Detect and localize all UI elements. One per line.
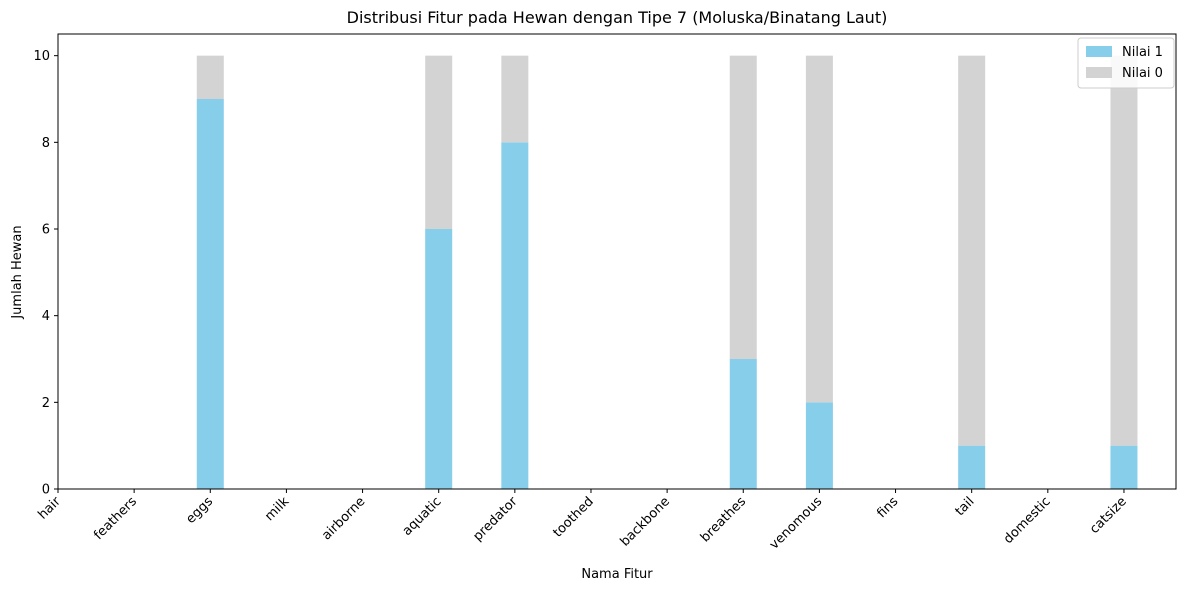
axes-layer <box>57 33 1177 490</box>
bar-predator-nilai-0 <box>501 55 529 143</box>
legend-label-nilai-0: Nilai 0 <box>1122 66 1163 81</box>
x-tick-label-domestic: domestic <box>1001 494 1054 547</box>
x-tick-label-aquatic: aquatic <box>400 494 445 539</box>
x-tick-label-backbone: backbone <box>618 494 673 549</box>
bar-breathes-nilai-0 <box>729 55 757 360</box>
y-axis-title: Jumlah Hewan <box>10 225 25 319</box>
bar-eggs-nilai-0 <box>196 55 224 99</box>
bar-tail-nilai-0 <box>958 55 986 446</box>
x-tick-label-catsize: catsize <box>1087 494 1130 537</box>
x-tick-label-toothed: toothed <box>550 494 596 540</box>
bar-venomous-nilai-1 <box>805 402 833 489</box>
bar-aquatic-nilai-0 <box>425 55 453 229</box>
bar-venomous-nilai-0 <box>805 55 833 403</box>
x-tick-label-venomous: venomous <box>767 494 826 553</box>
legend-swatch-nilai-1 <box>1086 46 1112 57</box>
y-tick-label: 6 <box>42 223 50 238</box>
y-tick-label: 8 <box>42 136 50 151</box>
plot-frame <box>57 33 1177 490</box>
x-tick-label-hair: hair <box>35 494 64 523</box>
legend: Nilai 1 Nilai 0 <box>1077 37 1175 89</box>
x-axis-title: Nama Fitur <box>581 567 653 582</box>
bar-eggs-nilai-1 <box>196 99 224 489</box>
bar-breathes-nilai-1 <box>729 359 757 489</box>
bars-layer <box>196 55 1138 489</box>
x-tick-label-breathes: breathes <box>698 494 749 545</box>
bar-catsize-nilai-0 <box>1110 55 1138 446</box>
x-tick-label-airborne: airborne <box>319 494 368 543</box>
legend-swatch-nilai-0 <box>1086 67 1112 78</box>
x-tick-label-predator: predator <box>471 494 522 545</box>
x-tick-label-milk: milk <box>262 494 292 524</box>
x-tick-label-eggs: eggs <box>183 494 216 527</box>
bar-predator-nilai-1 <box>501 142 529 489</box>
y-tick-label: 10 <box>33 49 50 64</box>
x-tick-label-fins: fins <box>874 494 901 521</box>
y-tick-label: 4 <box>42 309 50 324</box>
bar-tail-nilai-1 <box>958 445 986 489</box>
bar-aquatic-nilai-1 <box>425 229 453 489</box>
chart-title: Distribusi Fitur pada Hewan dengan Tipe … <box>347 8 888 27</box>
legend-label-nilai-1: Nilai 1 <box>1122 45 1163 60</box>
bar-catsize-nilai-1 <box>1110 445 1138 489</box>
x-tick-label-tail: tail <box>953 494 978 519</box>
x-tick-label-feathers: feathers <box>91 494 140 543</box>
y-tick-label: 2 <box>42 396 50 411</box>
y-tick-label: 0 <box>42 483 50 498</box>
